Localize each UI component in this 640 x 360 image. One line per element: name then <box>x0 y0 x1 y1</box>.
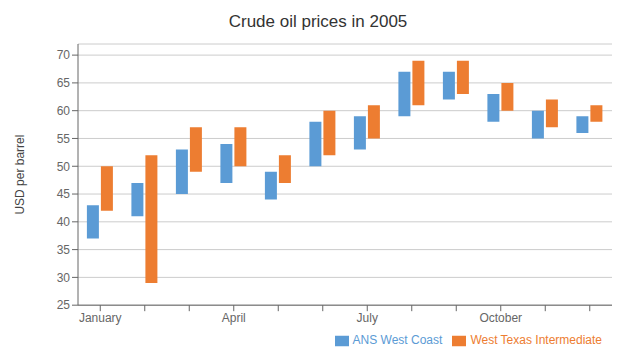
svg-text:30: 30 <box>57 271 71 285</box>
svg-text:October: October <box>479 311 522 325</box>
svg-text:40: 40 <box>57 215 71 229</box>
svg-text:35: 35 <box>57 243 71 257</box>
svg-text:70: 70 <box>57 48 71 62</box>
html-text:Crude oil prices in 2005: Crude oil prices in 2005 <box>228 12 408 31</box>
svg-text:55: 55 <box>57 132 71 146</box>
svg-text:65: 65 <box>57 76 71 90</box>
svg-text:USD per barrel: USD per barrel <box>13 135 27 215</box>
svg-text:July: July <box>357 311 378 325</box>
svg-text:60: 60 <box>57 104 71 118</box>
svg-text:April: April <box>222 311 246 325</box>
html-text:West Texas Intermediate: West Texas Intermediate <box>470 333 602 348</box>
svg-text:January: January <box>79 311 122 325</box>
svg-text:25: 25 <box>57 298 71 312</box>
html-text:ANS West Coast: ANS West Coast <box>352 333 443 348</box>
svg-text:50: 50 <box>57 160 71 174</box>
svg-text:45: 45 <box>57 187 71 201</box>
